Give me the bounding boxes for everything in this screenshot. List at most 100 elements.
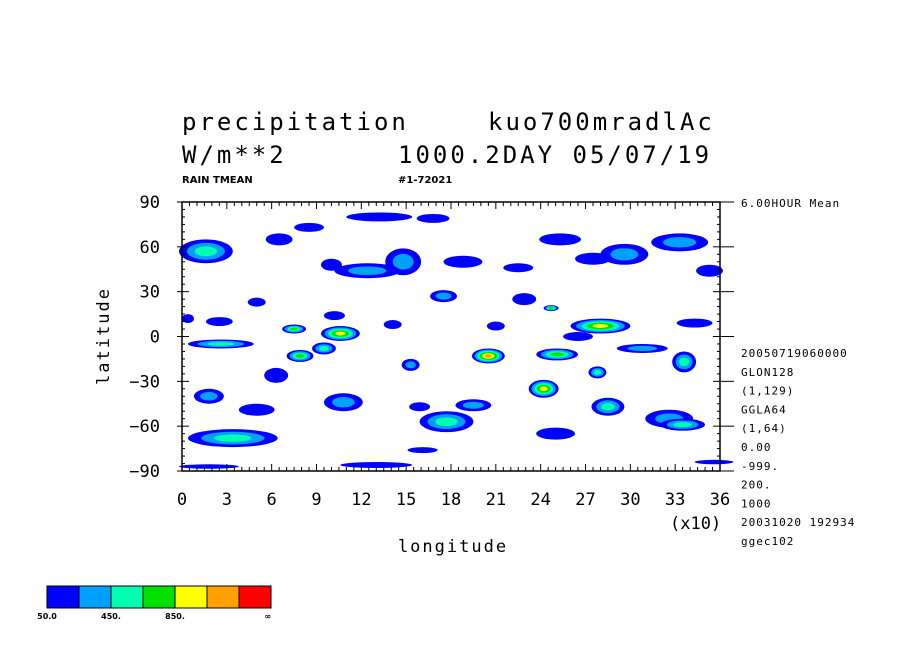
- precip-cell: [471, 348, 505, 364]
- contour-level-1: [416, 213, 450, 223]
- contour-level-1: [563, 332, 593, 341]
- precip-cell: [238, 403, 275, 416]
- precip-cell: [294, 222, 324, 232]
- precip-cell: [320, 326, 360, 341]
- precip-cell: [312, 342, 336, 355]
- side-info-line: 200.: [741, 479, 772, 492]
- contour-level-3: [194, 246, 217, 257]
- side-info-line: GGLA64: [741, 403, 787, 416]
- precip-cell: [286, 349, 314, 362]
- precip-cell: [323, 393, 363, 412]
- contour-level-1: [238, 403, 275, 416]
- precip-cell: [591, 397, 625, 416]
- experiment-name: kuo700mradlAc: [488, 108, 715, 136]
- contour-level-5: [335, 331, 346, 336]
- side-info-line: 20050719060000: [741, 347, 848, 360]
- contour-level-2: [435, 292, 452, 300]
- precip-cell: [320, 258, 342, 271]
- precip-cell: [543, 305, 559, 312]
- precip-cell: [264, 367, 289, 383]
- x-tick-label: 12: [351, 490, 371, 510]
- side-info-line: ggec102: [741, 535, 794, 548]
- contour-level-1: [409, 402, 431, 412]
- precip-cell: [696, 264, 723, 277]
- precip-cell: [600, 243, 649, 265]
- y-axis-label: latitude: [94, 287, 114, 385]
- precip-cell: [419, 411, 474, 433]
- x-tick-label: 3: [222, 490, 232, 510]
- y-tick-labels: 90 60 30 0 −30 −60 −90: [129, 193, 160, 482]
- x-axis-label: longitude: [398, 537, 508, 557]
- colorbar-swatch: [238, 585, 272, 609]
- mean-label: 6.00HOUR Mean: [741, 197, 840, 210]
- x-tick-label: 18: [441, 490, 461, 510]
- contour-level-1: [383, 320, 402, 330]
- contour-level-1: [676, 318, 713, 328]
- side-info-panel: 20050719060000 GLON128 (1,129) GGLA64 (1,64)…: [741, 347, 854, 548]
- y-tick-label: −90: [129, 462, 160, 482]
- colorbar-swatch: [78, 585, 112, 609]
- precip-cell: [676, 318, 713, 328]
- precip-cell: [416, 213, 450, 223]
- precip-cell: [443, 255, 483, 268]
- precip-cell: [588, 366, 607, 379]
- variable-label: RAIN TMEAN: [182, 175, 253, 186]
- chart-title: precipitation: [182, 108, 409, 136]
- contour-level-2: [610, 248, 639, 261]
- contour-level-3: [673, 422, 692, 428]
- x-tick-label: 30: [620, 490, 640, 510]
- contour-level-1: [696, 264, 723, 277]
- precip-cell: [247, 297, 266, 307]
- precip-cell: [401, 358, 420, 371]
- colorbar-label: ∞: [264, 612, 271, 621]
- precip-cell: [536, 427, 576, 440]
- contour-level-3: [214, 434, 252, 442]
- contour-level-1: [503, 263, 534, 273]
- contour-level-1: [536, 427, 576, 440]
- precip-cell: [265, 233, 293, 246]
- precip-cell: [334, 263, 401, 279]
- precip-cell: [323, 311, 345, 321]
- x-tick-label: 21: [486, 490, 506, 510]
- precip-cell: [282, 324, 307, 334]
- x-tick-label: 6: [267, 490, 277, 510]
- contour-level-3: [319, 345, 329, 351]
- precip-cell: [694, 459, 734, 465]
- colorbar-swatch: [206, 585, 240, 609]
- contour-level-3: [435, 417, 458, 426]
- colorbar-swatch: [46, 585, 80, 609]
- side-info-line: (1,64): [741, 422, 787, 435]
- colorbar: 50.0 450. 850. ∞: [37, 585, 272, 621]
- y-tick-label: 0: [150, 328, 160, 348]
- contour-level-1: [294, 222, 324, 232]
- contour-level-1: [443, 255, 483, 268]
- contour-level-5: [592, 324, 609, 328]
- precip-cell: [193, 388, 224, 404]
- contour-level-2: [332, 397, 355, 408]
- precip-cell: [528, 379, 559, 398]
- contour-level-4: [550, 352, 564, 357]
- x-tick-label: 9: [311, 490, 321, 510]
- colorbar-label: 850.: [165, 612, 185, 621]
- contour-level-3: [207, 342, 235, 346]
- precip-cell: [660, 418, 706, 431]
- contour-level-4: [548, 306, 554, 310]
- precip-cell: [179, 464, 239, 469]
- precip-cell: [383, 320, 402, 330]
- precip-cell: [409, 402, 431, 412]
- y-tick-label: 90: [140, 193, 160, 213]
- y-tick-label: 60: [140, 238, 160, 258]
- contour-level-2: [200, 391, 218, 401]
- contour-level-3: [593, 369, 602, 375]
- run-info: 1000.2DAY 05/07/19: [398, 141, 712, 169]
- colorbar-swatch: [110, 585, 144, 609]
- contour-level-1: [247, 297, 266, 307]
- precip-cell: [205, 317, 233, 327]
- contour-level-1: [694, 459, 734, 465]
- colorbar-swatch: [142, 585, 176, 609]
- precip-cell: [340, 462, 413, 469]
- precip-cell: [539, 233, 582, 246]
- precip-cell: [616, 343, 668, 353]
- x-tick-label: 33: [665, 490, 685, 510]
- contour-level-3: [679, 357, 690, 367]
